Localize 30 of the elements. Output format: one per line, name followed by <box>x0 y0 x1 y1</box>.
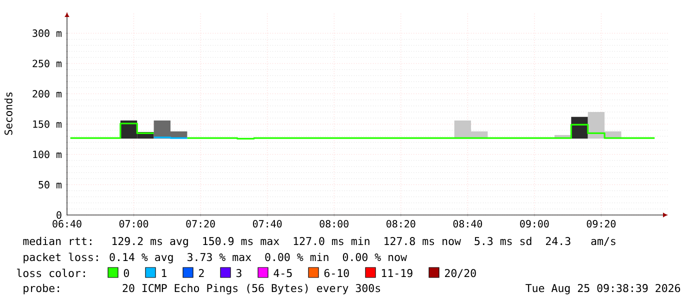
y-tick-label: 300 m <box>32 29 62 37</box>
y-tick-label: 150 m <box>33 120 62 128</box>
y-axis-title: Seconds <box>4 92 12 135</box>
legend-label: 3 <box>236 269 242 278</box>
x-tick-label: 09:00 <box>520 220 549 228</box>
y-tick-label: 100 m <box>33 150 62 158</box>
x-tick-label: 08:00 <box>320 220 348 228</box>
x-tick-label: 07:40 <box>252 220 282 228</box>
legend-label: 2 <box>199 269 204 277</box>
text: Tue Aug 25 09:38:39 2026 <box>526 284 680 294</box>
y-tick-label: 0 <box>56 211 62 219</box>
legend-title: loss color: <box>17 268 85 278</box>
x-tick-label: 09:20 <box>586 220 616 228</box>
y-tick-label: 250 m <box>32 60 62 68</box>
text: packet loss: 0.14 % avg 3.73 % max 0.00 % min 0.00 % now <box>24 252 408 264</box>
x-tick-label: 08:20 <box>386 220 416 228</box>
legend-label: 11-19 <box>382 269 412 278</box>
legend-label: 20/20 <box>445 269 476 278</box>
text: probe: 20 ICMP Echo Pings (56 Bytes) every 300s <box>24 284 380 294</box>
x-tick-label: 06:40 <box>52 220 82 228</box>
legend-label: 1 <box>162 269 166 277</box>
y-tick-label: 50 m <box>38 180 62 188</box>
text: median rtt: 129.2 ms avg 150.9 ms max 127.0 ms min 127.8 ms now 5.3 ms sd 24.3 am/s <box>23 236 616 248</box>
y-tick-label: 200 m <box>32 90 62 98</box>
legend-label: 6-10 <box>324 269 349 278</box>
x-tick-label: 08:40 <box>453 220 482 228</box>
legend-label: 4-5 <box>274 269 292 278</box>
x-tick-label: 07:20 <box>186 220 215 228</box>
x-tick-label: 07:00 <box>119 220 148 228</box>
legend-label: 0 <box>124 269 129 278</box>
